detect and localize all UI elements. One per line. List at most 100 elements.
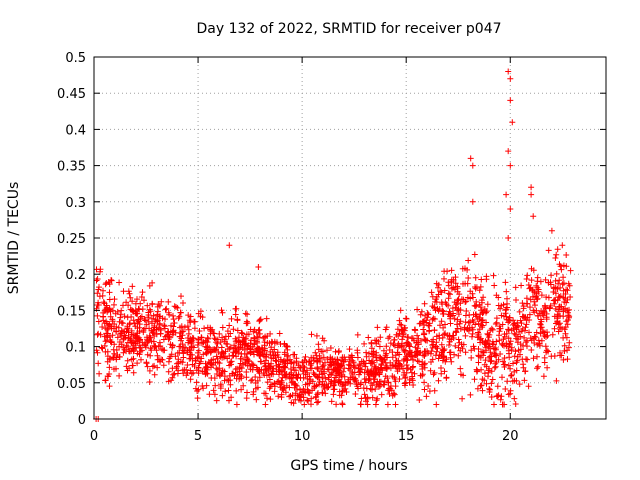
data-point: [296, 394, 303, 401]
data-point: [244, 311, 251, 318]
data-point: [501, 331, 508, 338]
data-point: [562, 291, 569, 297]
data-point: [268, 344, 275, 351]
data-point: [125, 329, 132, 336]
data-point: [414, 350, 421, 357]
x-tick-label: 5: [194, 429, 202, 444]
data-point: [128, 307, 135, 313]
data-point: [468, 347, 475, 354]
data-point: [445, 290, 452, 297]
data-point: [385, 335, 392, 342]
data-point: [387, 383, 394, 389]
data-point: [98, 344, 105, 351]
data-point: [469, 333, 475, 340]
data-point: [464, 326, 471, 333]
data-point: [441, 331, 448, 338]
data-point: [114, 334, 121, 341]
data-point: [505, 347, 512, 354]
data-point: [261, 390, 268, 397]
data-point: [491, 364, 498, 371]
data-point: [385, 379, 392, 386]
data-point: [532, 302, 538, 309]
data-point: [153, 347, 160, 354]
data-point: [440, 311, 446, 317]
data-point: [488, 325, 495, 332]
data-point: [549, 331, 556, 338]
data-point: [374, 395, 381, 402]
data-point: [213, 344, 220, 351]
data-point: [212, 382, 219, 389]
data-point: [188, 370, 195, 377]
data-point: [559, 242, 566, 249]
data-point: [444, 268, 451, 275]
data-point: [564, 287, 571, 294]
data-point: [384, 375, 391, 382]
data-point: [377, 334, 384, 341]
data-point: [432, 352, 439, 359]
data-point: [315, 346, 322, 353]
data-point: [386, 333, 393, 340]
data-point: [290, 378, 296, 385]
data-point: [405, 340, 412, 347]
data-point: [461, 326, 468, 333]
data-point: [537, 278, 544, 285]
data-point: [275, 393, 282, 400]
data-point: [521, 377, 528, 384]
data-point: [165, 358, 172, 365]
data-point: [422, 348, 429, 355]
data-point: [199, 368, 206, 375]
data-point: [487, 353, 494, 360]
data-point: [535, 337, 542, 344]
data-point: [471, 302, 478, 309]
data-point: [128, 331, 135, 338]
data-point: [431, 327, 438, 334]
data-point: [339, 354, 346, 361]
data-point: [272, 357, 279, 364]
data-point: [228, 315, 235, 322]
data-point: [282, 371, 289, 378]
data-point: [484, 301, 491, 308]
data-point: [180, 354, 187, 361]
data-point: [437, 288, 444, 295]
data-point: [376, 371, 383, 378]
data-point: [496, 337, 503, 344]
data-point: [537, 316, 544, 323]
data-point: [404, 339, 411, 346]
data-point: [564, 321, 571, 328]
data-point: [145, 318, 152, 325]
data-point: [422, 337, 429, 344]
data-point: [513, 297, 519, 303]
data-point: [168, 322, 174, 329]
data-point: [505, 391, 512, 398]
data-point: [429, 316, 436, 323]
data-point: [368, 339, 375, 346]
data-point: [481, 370, 488, 377]
y-tick-label: 0.35: [57, 160, 86, 175]
data-point: [425, 383, 432, 389]
data-point: [361, 391, 368, 398]
data-point: [251, 334, 258, 341]
data-point: [196, 360, 203, 367]
data-point: [374, 324, 381, 331]
data-point: [426, 388, 433, 395]
x-tick-label: 0: [90, 429, 98, 444]
data-point: [373, 357, 380, 364]
data-point: [111, 366, 117, 373]
data-point: [155, 325, 162, 332]
data-point: [446, 332, 453, 339]
data-point: [134, 296, 140, 303]
data-point: [505, 326, 512, 333]
data-point: [99, 292, 106, 299]
data-point: [551, 300, 558, 307]
data-point: [148, 315, 155, 322]
data-point: [402, 375, 409, 382]
data-point: [540, 373, 547, 380]
data-point: [257, 349, 264, 356]
data-point: [336, 367, 343, 374]
data-point: [254, 348, 261, 354]
data-point: [243, 369, 250, 375]
data-point: [491, 401, 497, 408]
data-point: [513, 359, 520, 366]
data-point: [353, 381, 360, 388]
data-point: [147, 345, 154, 352]
